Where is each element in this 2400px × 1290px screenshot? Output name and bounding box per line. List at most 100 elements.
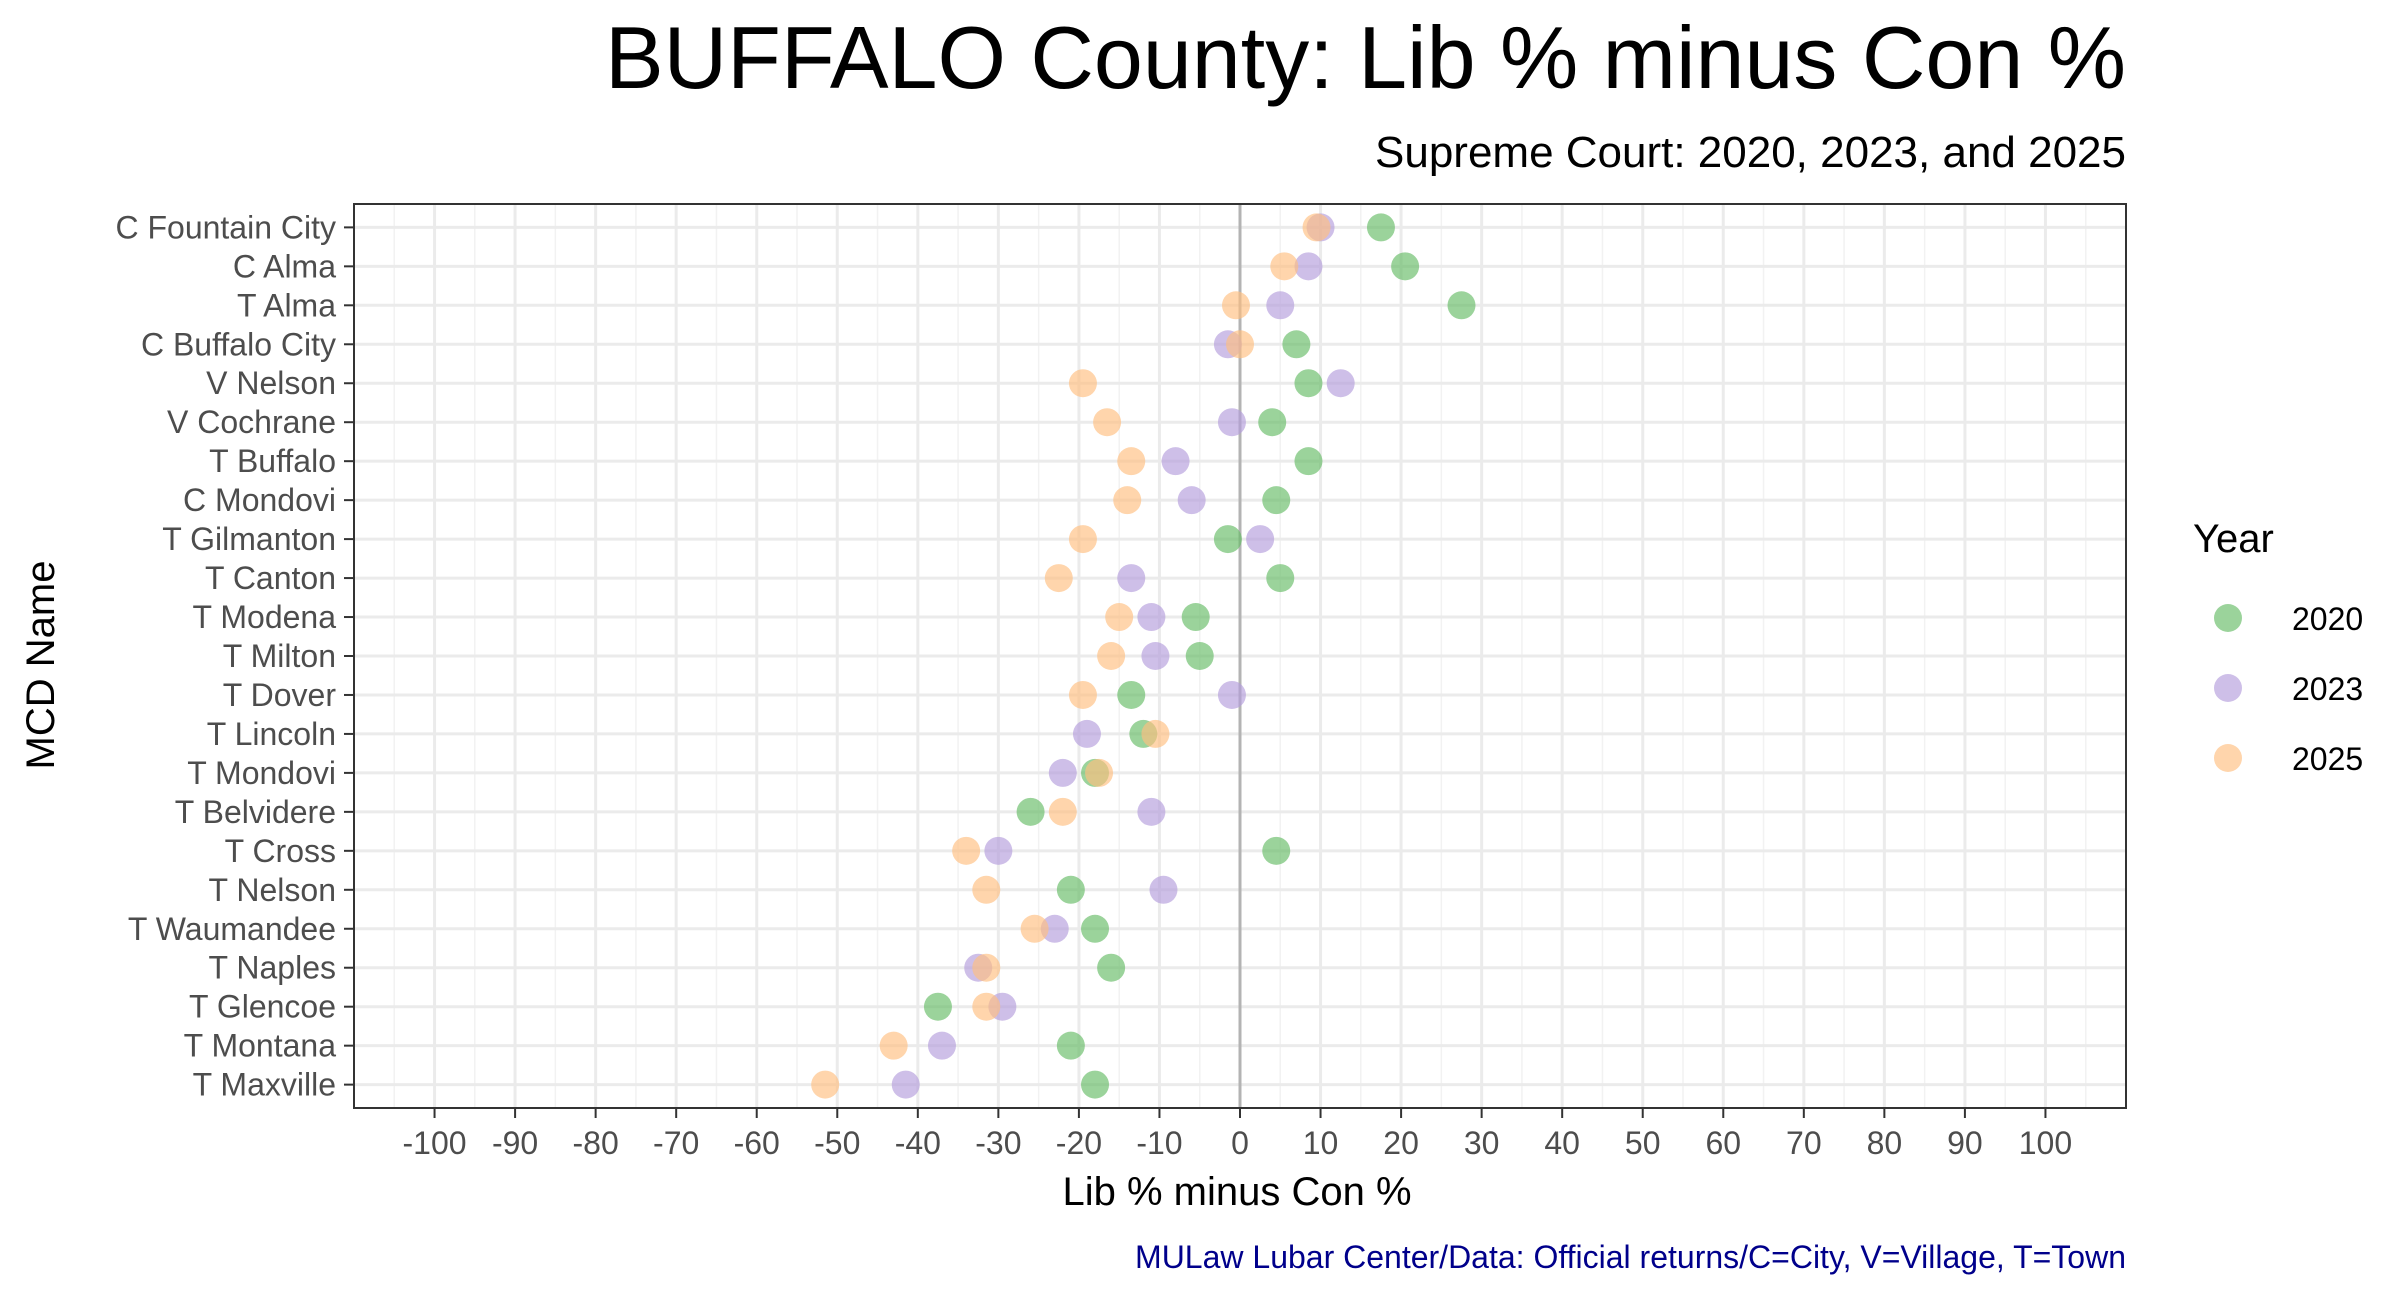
point-2023 (1217, 680, 1246, 709)
point-2020 (1181, 603, 1210, 632)
point-2020 (1294, 447, 1323, 476)
x-tick-label: 50 (1625, 1125, 1661, 1161)
point-2025 (952, 836, 981, 865)
point-2023 (1149, 875, 1178, 904)
x-tick-label: -60 (734, 1125, 780, 1161)
point-2020 (1097, 953, 1126, 982)
point-2020 (1016, 797, 1045, 826)
chart-caption: MULaw Lubar Center/Data: Official return… (1135, 1239, 2126, 1275)
x-axis: -100 -90 -80 -70 -60 -50 -40 -30 -20 -10 0 10 20 30 40… (403, 1108, 2072, 1161)
x-tick-label: 30 (1464, 1125, 1500, 1161)
x-axis-title: Lib % minus Con % (1062, 1170, 1411, 1214)
point-2025 (1105, 603, 1134, 632)
y-tick-label: T Naples (209, 950, 336, 986)
y-tick-label: T Buffalo (209, 443, 336, 479)
point-2025 (1113, 486, 1142, 515)
point-2023 (1141, 642, 1170, 670)
point-2025 (811, 1070, 840, 1099)
x-tick-label: -70 (653, 1125, 699, 1161)
y-tick-label: V Nelson (206, 365, 336, 401)
point-2023 (1217, 408, 1246, 437)
x-tick-label: -40 (895, 1125, 941, 1161)
data-points (811, 213, 1476, 1099)
y-tick-label: T Modena (193, 599, 337, 635)
x-tick-label: 100 (2019, 1125, 2072, 1161)
x-tick-label: 80 (1867, 1125, 1903, 1161)
legend-key-2020 (2214, 604, 2242, 632)
point-2025 (1044, 564, 1073, 593)
point-2020 (1262, 486, 1291, 515)
point-2023 (1161, 447, 1190, 476)
point-2025 (1141, 719, 1170, 748)
x-tick-label: 20 (1383, 1125, 1419, 1161)
x-tick-label: 0 (1231, 1125, 1249, 1161)
x-tick-label: -80 (573, 1125, 619, 1161)
point-2020 (1213, 525, 1242, 554)
legend-title: Year (2193, 517, 2274, 561)
point-2025 (879, 1031, 908, 1060)
point-2020 (1081, 1070, 1110, 1099)
point-2020 (1056, 1031, 1085, 1060)
y-tick-label: T Canton (205, 560, 336, 596)
point-2023 (1048, 758, 1077, 787)
point-2025 (1085, 758, 1114, 787)
point-2023 (1137, 603, 1166, 632)
y-tick-label: T Belvidere (175, 794, 336, 830)
y-tick-label: T Waumandee (128, 911, 336, 947)
chart-title: BUFFALO County: Lib % minus Con % (605, 8, 2126, 107)
point-2025 (972, 953, 1001, 982)
point-2025 (1302, 213, 1331, 242)
y-axis-title: MCD Name (19, 561, 63, 770)
y-tick-label: C Alma (233, 248, 336, 284)
point-2023 (1294, 252, 1323, 281)
x-tick-label: -50 (814, 1125, 860, 1161)
point-2023 (927, 1031, 956, 1060)
y-tick-label: T Glencoe (189, 989, 336, 1025)
x-tick-label: -20 (1056, 1125, 1102, 1161)
point-2020 (1081, 914, 1110, 943)
y-tick-label: T Maxville (193, 1067, 336, 1103)
point-2023 (1266, 291, 1295, 320)
x-tick-label: -90 (492, 1125, 538, 1161)
y-tick-label: C Buffalo City (141, 326, 336, 362)
point-2020 (1262, 836, 1291, 865)
point-2023 (1246, 525, 1275, 554)
point-2023 (1040, 914, 1069, 943)
point-2023 (1072, 719, 1101, 748)
point-2025 (1226, 330, 1254, 359)
x-tick-label: 10 (1303, 1125, 1339, 1161)
legend-label-2025: 2025 (2292, 741, 2363, 777)
y-tick-label: T Montana (184, 1028, 337, 1064)
legend: Year 2020 2023 2025 (2193, 517, 2363, 777)
y-tick-label: C Fountain City (115, 209, 336, 245)
y-tick-label: T Lincoln (207, 716, 336, 752)
point-2025 (1270, 252, 1299, 281)
y-tick-label: T Dover (223, 677, 337, 713)
point-2023 (1326, 369, 1355, 398)
y-tick-label: T Nelson (209, 872, 336, 908)
point-2025 (1097, 642, 1126, 670)
point-2025 (972, 875, 1001, 904)
point-2020 (1258, 408, 1287, 437)
point-2023 (1137, 797, 1166, 826)
point-2025 (1020, 914, 1049, 943)
y-tick-label: T Alma (237, 287, 336, 323)
point-2020 (1447, 291, 1476, 320)
point-2020 (1266, 564, 1295, 593)
point-2020 (1056, 875, 1085, 904)
point-2025 (1068, 369, 1097, 398)
point-2025 (1068, 680, 1097, 709)
point-2020 (1294, 369, 1323, 398)
y-tick-label: T Milton (223, 638, 336, 674)
point-2023 (891, 1070, 920, 1099)
y-tick-label: T Mondovi (187, 755, 336, 791)
x-tick-label: 40 (1544, 1125, 1580, 1161)
point-2020 (1282, 330, 1311, 359)
point-2020 (1366, 213, 1395, 242)
x-tick-label: 60 (1705, 1125, 1741, 1161)
point-2025 (1068, 525, 1097, 554)
x-tick-label: -100 (403, 1125, 467, 1161)
point-2025 (1117, 447, 1146, 476)
x-tick-label: 70 (1786, 1125, 1822, 1161)
